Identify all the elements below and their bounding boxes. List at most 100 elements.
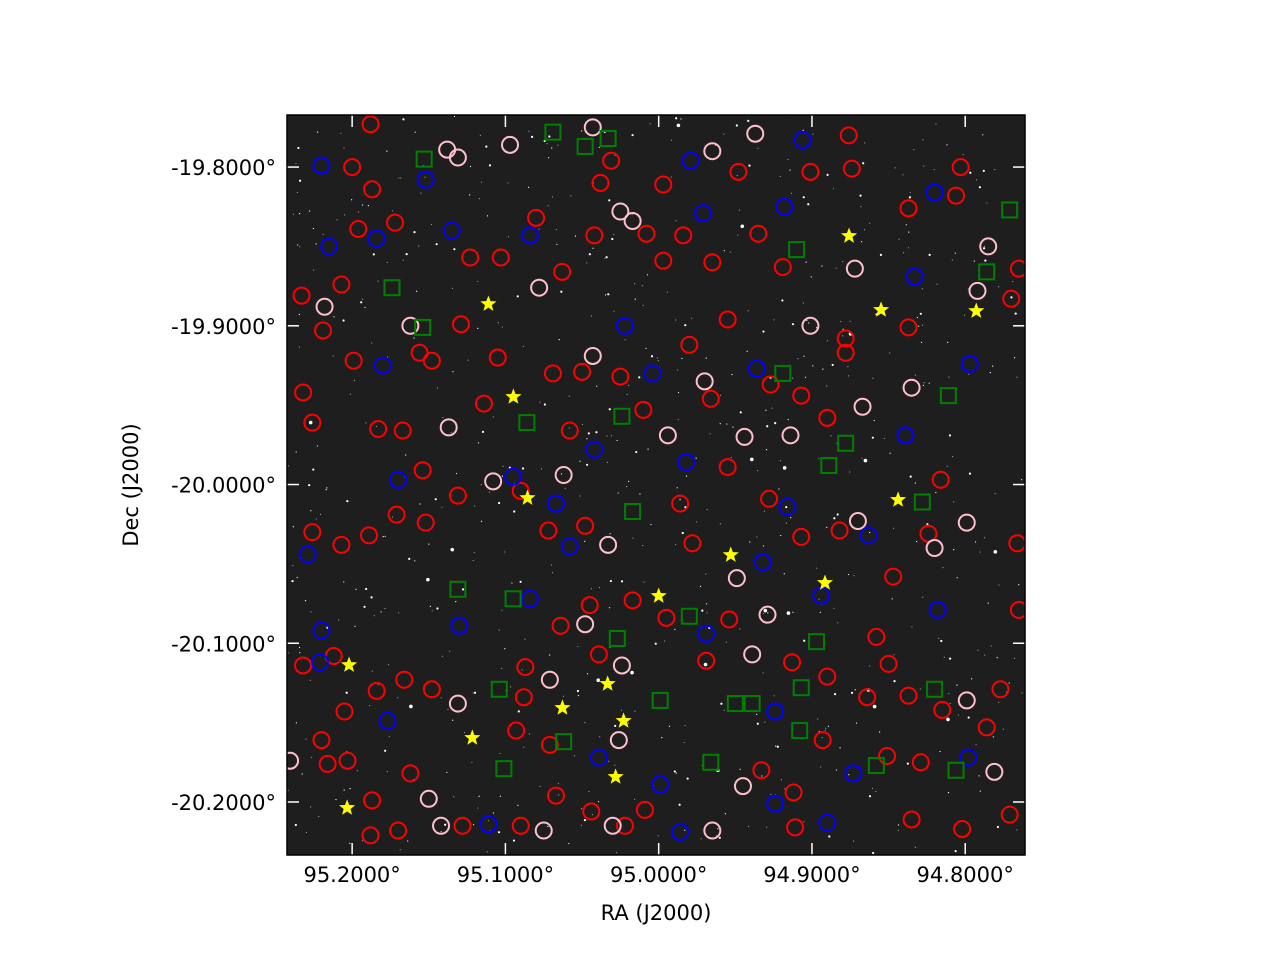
sky-star (360, 301, 363, 304)
sky-star (948, 376, 950, 378)
sky-star (872, 704, 877, 709)
sky-star (605, 294, 607, 296)
sky-star (949, 702, 951, 705)
marker-square (939, 387, 957, 405)
sky-star (808, 322, 810, 324)
marker-circle (416, 513, 435, 532)
sky-star (521, 467, 525, 470)
marker-circle (609, 731, 628, 750)
sky-star (729, 251, 731, 253)
sky-star (786, 611, 791, 615)
marker-circle (543, 364, 562, 383)
sky-star (609, 647, 611, 649)
marker-circle (902, 810, 921, 829)
sky-star (384, 607, 386, 610)
sky-star (818, 598, 820, 600)
marker-circle (363, 791, 382, 810)
marker-circle (573, 362, 592, 381)
sky-star (762, 330, 765, 333)
sky-star (646, 274, 649, 276)
sky-star (440, 831, 442, 833)
sky-star (539, 785, 541, 788)
marker-circle (853, 397, 872, 416)
sky-star (642, 544, 644, 547)
x-tick-label: 94.8000° (917, 863, 1014, 887)
sky-star (1018, 584, 1020, 586)
sky-star (816, 567, 818, 569)
sky-star (657, 835, 659, 837)
sky-star (787, 158, 789, 161)
marker-circle (332, 535, 351, 554)
marker-circle (389, 470, 408, 489)
marker-circle (320, 237, 339, 256)
sky-star (342, 319, 345, 322)
sky-star (889, 352, 891, 354)
sky-star (584, 722, 586, 724)
sky-star (833, 517, 836, 520)
sky-star (480, 484, 482, 486)
marker-circle (422, 351, 441, 370)
sky-star (998, 701, 1000, 704)
sky-star (680, 118, 682, 120)
sky-star (902, 174, 904, 176)
sky-star (310, 611, 312, 613)
sky-star (318, 815, 320, 818)
sky-star (604, 257, 606, 259)
sky-star (632, 537, 634, 539)
sky-star (919, 688, 921, 690)
marker-circle (530, 278, 549, 297)
marker-circle (1009, 600, 1025, 619)
sky-star (332, 355, 334, 357)
sky-star (292, 213, 295, 215)
sky-star (922, 596, 924, 598)
marker-circle (488, 348, 507, 367)
sky-star (616, 852, 618, 854)
marker-circle (968, 281, 987, 300)
marker-circle (991, 680, 1010, 699)
sky-star (463, 731, 466, 734)
sky-star (607, 293, 610, 296)
sky-star (982, 247, 986, 250)
marker-square (867, 756, 885, 774)
sky-star (556, 243, 558, 245)
marker-circle (611, 367, 630, 386)
marker-square (1001, 201, 1019, 219)
sky-star (1002, 728, 1004, 730)
marker-circle (694, 204, 713, 223)
marker-circle (766, 702, 785, 721)
sky-star (910, 195, 912, 198)
marker-circle (546, 786, 565, 805)
sky-star (453, 796, 455, 798)
sky-star (824, 729, 826, 731)
sky-star (978, 775, 980, 777)
sky-star (1008, 682, 1010, 684)
sky-star (831, 363, 834, 367)
marker-circle (960, 354, 979, 373)
sky-star (598, 146, 600, 148)
sky-star (871, 436, 874, 439)
sky-star (595, 431, 598, 434)
sky-star (386, 261, 388, 263)
sky-star (785, 522, 788, 524)
sky-star (547, 205, 549, 207)
marker-square (651, 691, 669, 709)
sky-star (469, 194, 471, 196)
sky-star (818, 458, 820, 460)
sky-star (521, 669, 523, 671)
plot-frame (286, 114, 1026, 856)
sky-star (519, 580, 522, 583)
sky-star (297, 146, 300, 150)
sky-star (703, 662, 708, 667)
sky-star (499, 795, 502, 797)
sky-star (333, 316, 335, 318)
marker-circle (925, 183, 944, 202)
sky-star (455, 472, 458, 475)
sky-star (643, 581, 645, 583)
sky-star (511, 582, 513, 584)
marker-circle (416, 170, 435, 189)
sky-star (581, 130, 583, 132)
sky-star (695, 457, 697, 459)
sky-star (298, 179, 302, 182)
marker-circle (1008, 534, 1025, 553)
sky-star (560, 473, 563, 475)
